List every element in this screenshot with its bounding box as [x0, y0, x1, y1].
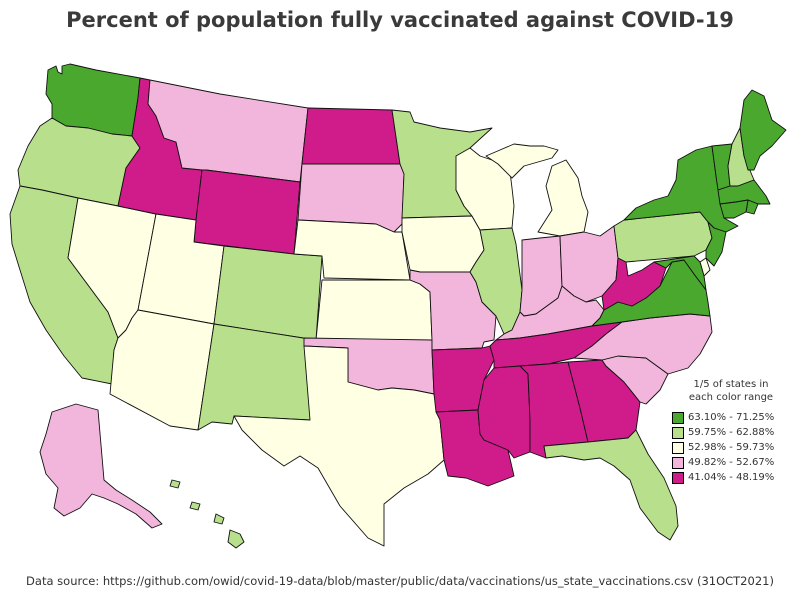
legend: 1/5 of states in each color range 63.10%… [672, 378, 790, 485]
state-HI-maui [213, 513, 225, 525]
legend-note-line1: 1/5 of states in [693, 379, 769, 390]
state-ND [301, 107, 401, 165]
legend-item: 41.04% - 48.19% [672, 470, 790, 485]
legend-swatch [672, 426, 684, 439]
map-title: Percent of population fully vaccinated a… [66, 8, 734, 32]
state-MI-UP [485, 143, 559, 179]
state-HI [227, 529, 245, 549]
state-HI-kauai [169, 479, 181, 489]
states-layer [9, 63, 787, 549]
legend-item: 59.75% - 62.88% [672, 425, 790, 440]
state-CT [719, 199, 749, 219]
state-MI [537, 159, 589, 237]
legend-label: 59.75% - 62.88% [688, 427, 775, 438]
legend-item: 52.98% - 59.73% [672, 440, 790, 455]
legend-item: 49.82% - 52.67% [672, 455, 790, 470]
state-IL [469, 227, 523, 335]
state-WI [455, 147, 515, 231]
legend-swatch [672, 411, 684, 424]
data-source-note: Data source: https://github.com/owid/cov… [26, 574, 774, 588]
state-MD [653, 255, 707, 291]
state-CO [213, 245, 323, 341]
state-KS [315, 279, 433, 341]
state-IA [401, 215, 485, 273]
legend-note: 1/5 of states in each color range [672, 378, 790, 404]
legend-label: 52.98% - 59.73% [688, 442, 775, 453]
state-NM [197, 323, 317, 431]
legend-swatch [672, 441, 684, 454]
state-TX [233, 345, 445, 547]
state-ME [739, 89, 787, 171]
legend-label: 49.82% - 52.67% [688, 457, 775, 468]
state-FL [543, 429, 679, 541]
state-WY [193, 169, 301, 255]
legend-label: 41.04% - 48.19% [688, 472, 775, 483]
state-WV [601, 257, 667, 311]
state-HI-oahu [189, 501, 201, 511]
legend-item: 63.10% - 71.25% [672, 410, 790, 425]
legend-swatch [672, 471, 684, 484]
legend-swatch [672, 456, 684, 469]
state-MT [147, 79, 309, 183]
legend-note-line2: each color range [688, 392, 774, 403]
legend-label: 63.10% - 71.25% [688, 412, 775, 423]
state-NJ [705, 221, 727, 267]
state-AK [39, 403, 163, 529]
